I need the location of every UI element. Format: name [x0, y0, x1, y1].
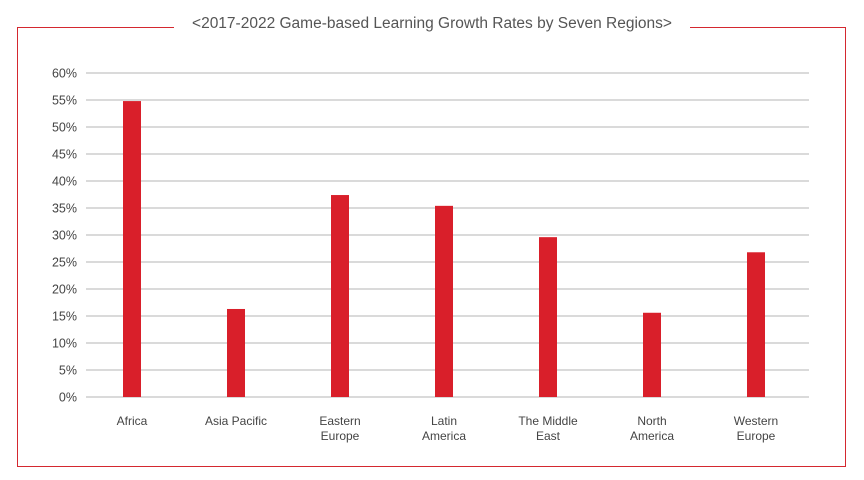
chart-title: <2017-2022 Game-based Learning Growth Ra… — [174, 15, 690, 32]
x-tick-label: Western — [734, 414, 778, 428]
y-tick-label: 10% — [52, 337, 77, 351]
x-tick-label: The Middle — [518, 414, 578, 428]
y-tick-label: 45% — [52, 148, 77, 162]
x-axis-labels: Africa Asia Pacific EasternEuropeLatinAmer… — [117, 414, 779, 443]
bar — [539, 237, 557, 397]
y-tick-label: 20% — [52, 283, 77, 297]
x-tick-label: Latin — [431, 414, 457, 428]
x-tick-label: Africa — [117, 414, 148, 428]
y-tick-label: 50% — [52, 121, 77, 135]
y-axis-ticks: 0% 5% 10% 15% 20% 25% 30% 35% 40% 45% 50% 55% 60% — [52, 67, 77, 405]
bar — [747, 252, 765, 397]
y-tick-label: 15% — [52, 310, 77, 324]
y-tick-label: 55% — [52, 94, 77, 108]
chart-title-wrap: <2017-2022 Game-based Learning Growth Ra… — [0, 15, 864, 33]
y-tick-label: 5% — [59, 364, 77, 378]
x-tick-label: Asia Pacific — [205, 414, 267, 428]
bar — [643, 312, 661, 397]
x-tick-label: Europe — [737, 429, 776, 443]
bar — [227, 308, 245, 397]
x-tick-label: Europe — [321, 429, 360, 443]
y-tick-label: 35% — [52, 202, 77, 216]
y-tick-label: 60% — [52, 67, 77, 81]
bar — [123, 101, 141, 397]
bar — [331, 195, 349, 397]
x-tick-label: America — [422, 429, 466, 443]
y-tick-label: 25% — [52, 256, 77, 270]
y-tick-label: 30% — [52, 229, 77, 243]
x-tick-label: Eastern — [319, 414, 360, 428]
x-tick-label: America — [630, 429, 674, 443]
bars — [123, 101, 765, 397]
bar — [435, 205, 453, 397]
x-tick-label: North — [637, 414, 666, 428]
y-tick-label: 0% — [59, 391, 77, 405]
y-tick-label: 40% — [52, 175, 77, 189]
x-tick-label: East — [536, 429, 561, 443]
